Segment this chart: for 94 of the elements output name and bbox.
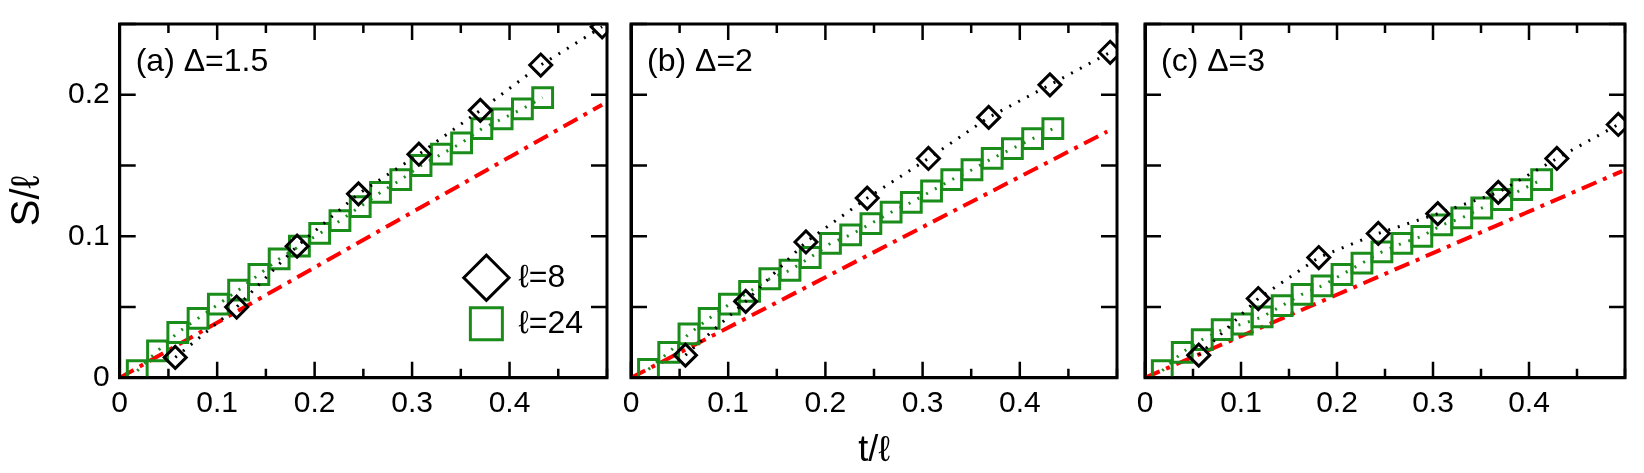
x-tick-label: 0.2	[293, 385, 336, 419]
point	[1530, 168, 1554, 192]
point	[1021, 127, 1045, 151]
point	[854, 185, 880, 211]
x-tick-label: 0.3	[901, 385, 944, 419]
point	[247, 263, 271, 286]
point	[879, 200, 903, 224]
point	[1390, 231, 1414, 255]
point	[224, 294, 250, 320]
x-tick-label: 0.1	[1220, 385, 1262, 419]
x-tick-label: 0.1	[196, 385, 239, 419]
point	[1425, 201, 1451, 227]
point	[162, 344, 188, 370]
x-tick-label: 0.4	[488, 385, 531, 419]
point	[470, 117, 494, 141]
point	[389, 168, 413, 192]
point	[1310, 274, 1334, 298]
x-tick-label: 0.2	[804, 385, 847, 419]
point	[899, 190, 923, 214]
annotation: (c) Δ=3	[1161, 41, 1266, 78]
point	[920, 179, 943, 203]
point	[166, 321, 190, 344]
x-tick-label: 0.3	[1412, 385, 1454, 419]
point	[450, 131, 473, 155]
point	[657, 340, 681, 364]
x-axis-title: t/ℓ	[858, 428, 891, 470]
point	[267, 247, 291, 271]
point	[511, 97, 534, 121]
point	[859, 212, 883, 235]
point	[1270, 294, 1294, 318]
point	[1350, 251, 1374, 275]
point	[1230, 312, 1254, 336]
point	[819, 231, 842, 255]
point	[186, 306, 210, 330]
x-tick-label: 0	[622, 385, 640, 419]
point	[940, 168, 964, 192]
point	[672, 342, 698, 368]
point	[1485, 179, 1511, 205]
point	[528, 52, 554, 78]
point	[531, 86, 555, 109]
point	[1290, 282, 1314, 306]
x-tick-label: 0.4	[998, 385, 1041, 419]
point	[1470, 196, 1494, 220]
point	[328, 209, 352, 233]
point	[778, 258, 802, 282]
annotation: (b) Δ=2	[647, 41, 753, 78]
point	[406, 141, 432, 167]
point	[1210, 318, 1234, 342]
point	[637, 357, 660, 378]
point	[677, 322, 701, 346]
y-tick-label: 0	[93, 359, 110, 393]
point	[206, 292, 230, 316]
annotation: (a) Δ=1.5	[135, 41, 269, 78]
point	[369, 181, 392, 204]
x-tick-label: 0.1	[707, 385, 750, 419]
x-tick-label: 0.3	[391, 385, 433, 419]
point	[793, 229, 819, 255]
point	[1037, 72, 1063, 98]
point	[758, 267, 782, 291]
point	[345, 181, 371, 207]
y-tick-label: 0.1	[67, 217, 110, 251]
x-tick-label: 0	[1136, 385, 1154, 419]
point	[490, 107, 514, 131]
y-tick-label: 0.2	[67, 76, 110, 110]
point	[960, 158, 984, 182]
point	[308, 222, 332, 245]
point	[1544, 145, 1570, 171]
point	[976, 104, 1002, 130]
point	[1365, 220, 1391, 246]
legend-label: ℓ=24	[518, 303, 583, 340]
point	[1450, 206, 1474, 230]
point	[1330, 263, 1354, 286]
point	[146, 339, 169, 363]
point	[467, 97, 493, 123]
legend-label: ℓ=8	[518, 257, 566, 294]
point	[915, 145, 941, 171]
x-tick-label: 0.4	[1508, 385, 1550, 419]
point	[1250, 305, 1274, 329]
point	[1410, 224, 1434, 248]
point	[1245, 286, 1271, 312]
point	[1306, 245, 1332, 271]
point	[697, 306, 721, 330]
point	[1186, 342, 1212, 368]
point	[1001, 137, 1024, 160]
point	[1041, 117, 1065, 141]
point	[429, 142, 453, 166]
point	[1370, 240, 1394, 264]
x-tick-label: 0.2	[1316, 385, 1358, 419]
point	[733, 288, 759, 314]
y-axis-title: S/ℓ	[3, 175, 48, 227]
point	[839, 223, 863, 247]
point	[798, 246, 822, 269]
point	[1510, 178, 1534, 201]
point	[980, 147, 1004, 170]
